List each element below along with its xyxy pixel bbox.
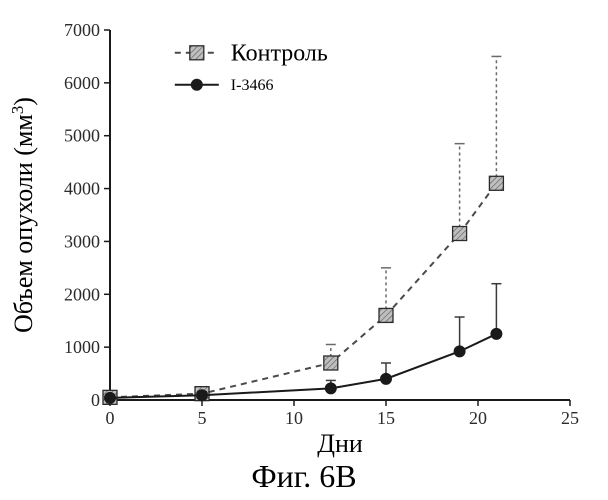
svg-text:5000: 5000 [64,126,100,146]
svg-text:4000: 4000 [64,179,100,199]
svg-text:Объем опухоли (мм3): Объем опухоли (мм3) [8,97,39,333]
svg-text:0: 0 [106,408,115,428]
svg-text:Контроль: Контроль [231,41,328,67]
svg-text:6000: 6000 [64,73,100,93]
svg-text:7000: 7000 [64,20,100,40]
svg-text:10: 10 [285,408,303,428]
svg-text:25: 25 [561,408,579,428]
svg-text:1000: 1000 [64,337,100,357]
figure-container: 0 1000 2000 3000 4000 5000 6000 7000 0 5 10 15 20 25 Д… [0,0,608,500]
svg-text:20: 20 [469,408,487,428]
svg-text:I-3466: I-3466 [231,77,274,94]
tumor-volume-chart: 0 1000 2000 3000 4000 5000 6000 7000 0 5 10 15 20 25 Д… [0,0,608,500]
svg-text:0: 0 [91,390,100,410]
svg-text:Дни: Дни [317,429,363,458]
svg-text:5: 5 [198,408,207,428]
svg-text:2000: 2000 [64,284,100,304]
svg-text:3000: 3000 [64,231,100,251]
svg-text:15: 15 [377,408,395,428]
figure-caption: Фиг. 6B [0,458,608,495]
